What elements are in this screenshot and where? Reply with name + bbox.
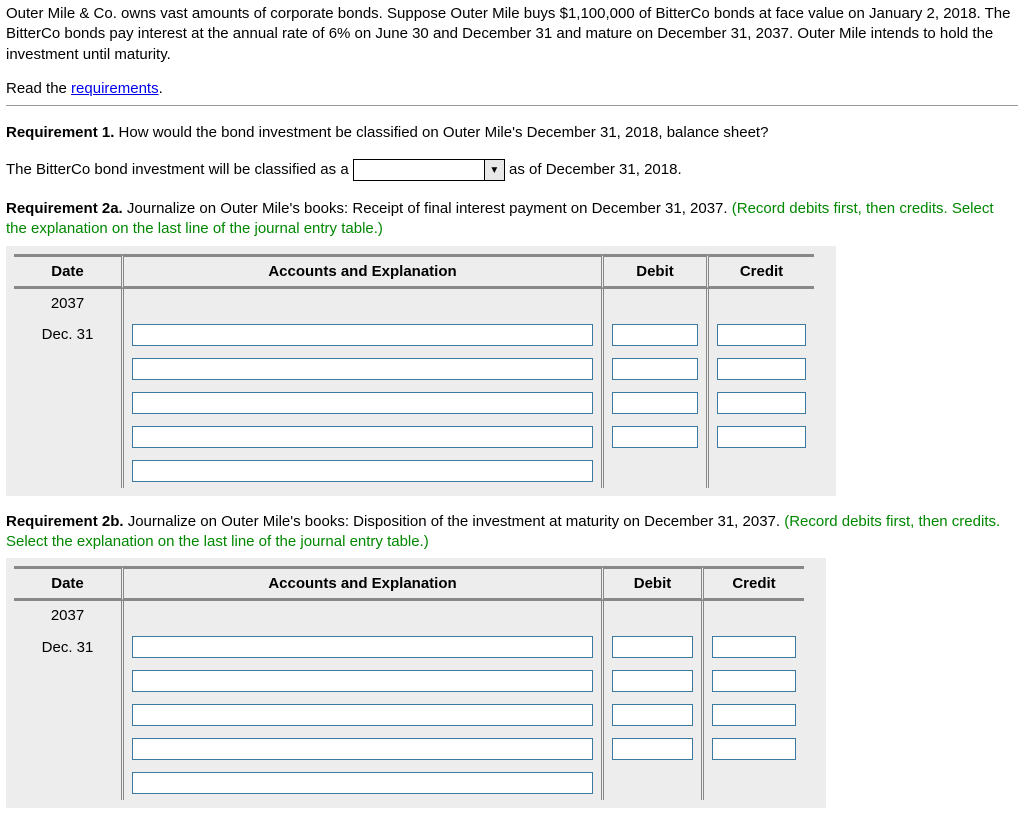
table-row: [14, 352, 814, 386]
debit-input[interactable]: [612, 358, 698, 380]
account-input[interactable]: [132, 738, 593, 760]
th-accounts: Accounts and Explanation: [124, 566, 604, 601]
requirements-link[interactable]: requirements: [71, 80, 159, 97]
account-input[interactable]: [132, 772, 593, 794]
th-date: Date: [14, 254, 124, 289]
table-row: [14, 420, 814, 454]
requirement-2b: Requirement 2b. Journalize on Outer Mile…: [6, 512, 1018, 553]
read-requirements-line: Read the requirements.: [6, 79, 1018, 99]
req1-heading: Requirement 1.: [6, 124, 114, 141]
req1-answer-line: The BitterCo bond investment will be cla…: [6, 159, 1018, 181]
account-input[interactable]: [132, 358, 593, 380]
account-input[interactable]: [132, 426, 593, 448]
day-cell: Dec. 31: [14, 318, 124, 352]
credit-input[interactable]: [717, 392, 806, 414]
th-credit: Credit: [709, 254, 814, 289]
credit-input[interactable]: [712, 670, 796, 692]
debit-input[interactable]: [612, 636, 693, 658]
credit-input[interactable]: [717, 358, 806, 380]
journal-table-2b: Date Accounts and Explanation Debit Cred…: [14, 566, 804, 800]
classification-select[interactable]: ▼: [353, 159, 505, 181]
debit-input[interactable]: [612, 426, 698, 448]
req2a-text: Journalize on Outer Mile's books: Receip…: [123, 200, 732, 217]
debit-input[interactable]: [612, 738, 693, 760]
debit-input[interactable]: [612, 670, 693, 692]
table-row: [14, 766, 804, 800]
req2b-text: Journalize on Outer Mile's books: Dispos…: [124, 513, 785, 530]
table-row: 2037: [14, 289, 814, 318]
credit-input[interactable]: [712, 636, 796, 658]
account-input[interactable]: [132, 670, 593, 692]
req2b-heading: Requirement 2b.: [6, 513, 124, 530]
day-cell: Dec. 31: [14, 630, 124, 664]
debit-input[interactable]: [612, 324, 698, 346]
table-row: [14, 386, 814, 420]
requirement-1: Requirement 1. How would the bond invest…: [6, 124, 1018, 141]
table-row: [14, 698, 804, 732]
problem-statement: Outer Mile & Co. owns vast amounts of co…: [6, 4, 1018, 65]
th-accounts: Accounts and Explanation: [124, 254, 604, 289]
th-date: Date: [14, 566, 124, 601]
th-debit: Debit: [604, 566, 704, 601]
table-header-row: Date Accounts and Explanation Debit Cred…: [14, 254, 814, 289]
year-cell: 2037: [14, 289, 124, 318]
account-input[interactable]: [132, 636, 593, 658]
dropdown-arrow-icon[interactable]: ▼: [484, 160, 504, 180]
journal-table-2a: Date Accounts and Explanation Debit Cred…: [14, 254, 814, 488]
classification-input[interactable]: [354, 160, 484, 180]
credit-input[interactable]: [717, 324, 806, 346]
journal-2b: Date Accounts and Explanation Debit Cred…: [6, 558, 826, 808]
table-row: [14, 732, 804, 766]
year-cell: 2037: [14, 601, 124, 630]
table-row: Dec. 31: [14, 630, 804, 664]
credit-input[interactable]: [712, 704, 796, 726]
divider: [6, 105, 1018, 106]
credit-input[interactable]: [717, 426, 806, 448]
credit-input[interactable]: [712, 738, 796, 760]
req1-after: as of December 31, 2018.: [509, 161, 682, 178]
account-input[interactable]: [132, 392, 593, 414]
debit-input[interactable]: [612, 704, 693, 726]
table-row: [14, 454, 814, 488]
table-row: [14, 664, 804, 698]
read-the-text: Read the: [6, 80, 71, 97]
th-credit: Credit: [704, 566, 804, 601]
th-debit: Debit: [604, 254, 709, 289]
account-input[interactable]: [132, 704, 593, 726]
req1-text: How would the bond investment be classif…: [114, 124, 768, 141]
journal-2a: Date Accounts and Explanation Debit Cred…: [6, 246, 836, 496]
requirement-2a: Requirement 2a. Journalize on Outer Mile…: [6, 199, 1018, 240]
req1-before: The BitterCo bond investment will be cla…: [6, 161, 353, 178]
table-row: 2037: [14, 601, 804, 630]
account-input[interactable]: [132, 324, 593, 346]
table-header-row: Date Accounts and Explanation Debit Cred…: [14, 566, 804, 601]
account-input[interactable]: [132, 460, 593, 482]
req2a-heading: Requirement 2a.: [6, 200, 123, 217]
period: .: [159, 80, 163, 97]
debit-input[interactable]: [612, 392, 698, 414]
table-row: Dec. 31: [14, 318, 814, 352]
